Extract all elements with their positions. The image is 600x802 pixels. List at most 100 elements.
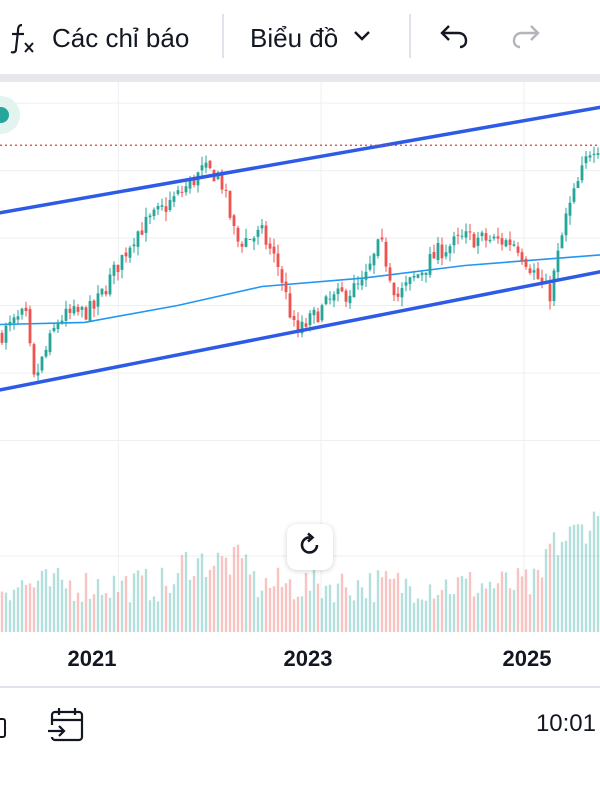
volume-bar [444,579,448,632]
go-to-date-icon[interactable] [46,706,86,751]
candle-body [580,165,584,181]
candle-body [224,189,228,191]
volume-bar [396,572,400,632]
bottom-bar: 10:01 [0,686,600,802]
candle-body [172,196,176,202]
candle-body [472,233,476,248]
candle-body [160,205,164,207]
candle-body [444,252,448,257]
function-icon [8,21,38,55]
volume-bar [228,574,232,632]
volume-bar [376,570,380,632]
candle-body [84,307,88,320]
volume-bar [264,578,268,632]
volume-bar [60,579,64,632]
volume-bar [596,516,600,632]
top-toolbar: Các chỉ báo Biểu đồ [0,0,600,76]
volume-bar [164,585,168,632]
candle-body [480,232,484,237]
candle-body [156,206,160,210]
candle-body [440,244,444,259]
candle-body [176,190,180,194]
volume-bar [196,558,200,632]
candle-body [548,283,552,302]
candle-body [192,177,196,186]
volume-bar [560,541,564,632]
candle-body [360,279,364,286]
candle-body [168,200,172,211]
candle-body [376,239,380,257]
volume-bar [128,602,132,632]
candle-body [320,305,324,321]
candle-body [144,216,148,233]
indicators-button[interactable]: Các chỉ báo [8,0,189,76]
volume-bar [448,594,452,632]
candle-body [92,300,96,309]
redo-button[interactable] [510,0,542,76]
candle-body [488,239,492,242]
volume-bar [16,587,20,632]
volume-bar [32,587,36,632]
volume-bar [212,565,216,632]
candle-body [468,231,472,233]
volume-bar [152,596,156,632]
candle-body [244,238,248,247]
volume-bar [516,568,520,632]
candle-body [556,250,560,273]
volume-bar [364,598,368,632]
volume-bar [392,578,396,632]
volume-bar [256,597,260,632]
volume-bar [200,553,204,632]
candle-body [512,244,516,246]
candle-body [352,283,356,298]
candle-body [552,270,556,302]
candle-body [384,241,388,267]
candle-body [456,234,460,236]
candle-body [264,225,268,245]
volume-bar [248,574,252,632]
range-icon[interactable] [0,718,6,738]
volume-bar [552,532,556,632]
candle-body [420,272,424,276]
candle-body [220,171,224,190]
price-chart[interactable] [0,82,600,688]
candle-body [504,240,508,247]
market-status-indicator[interactable] [0,96,20,134]
volume-bar [224,557,228,632]
candle-body [516,246,520,253]
candle-body [356,283,360,285]
candle-body [20,308,24,315]
candle-body [324,296,328,305]
candle-body [536,268,540,279]
candle-body [260,225,264,229]
candle-body [188,178,192,189]
candle-body [308,313,312,326]
volume-bar [572,524,576,632]
candle-body [432,251,436,259]
volume-bar [268,587,272,632]
volume-bar [428,584,432,632]
volume-bar [536,569,540,632]
reset-chart-button[interactable] [287,524,333,570]
chart-type-button[interactable]: Biểu đồ [250,0,372,76]
volume-bar [240,558,244,632]
volume-bar [76,592,80,632]
candle-body [500,238,504,245]
undo-button[interactable] [438,0,470,76]
candle-body [128,247,132,258]
candle-body [8,321,12,326]
candle-body [280,269,284,283]
volume-bar [488,581,492,632]
volume-bar [120,580,124,632]
candle-body [88,301,92,321]
candle-body [276,253,280,267]
candle-body [284,281,288,293]
candle-body [56,322,60,330]
volume-bar [568,526,572,632]
candle-body [316,311,320,323]
volume-bar [412,602,416,632]
candle-body [584,156,588,164]
volume-bar [508,588,512,632]
volume-bar [312,567,316,632]
volume-bar [524,569,528,632]
